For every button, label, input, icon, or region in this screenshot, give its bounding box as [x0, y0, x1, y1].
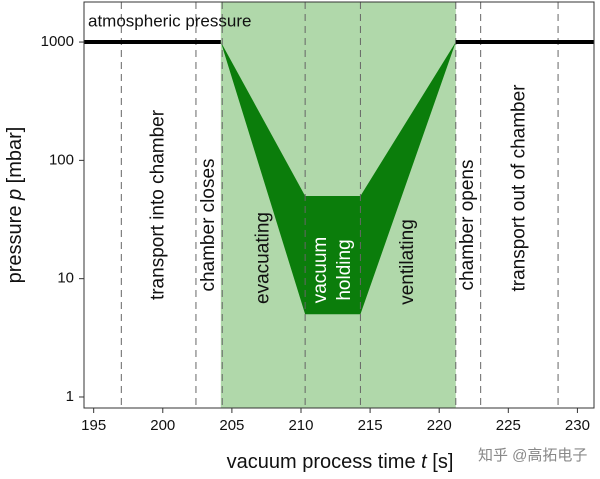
phase-label: chamber opens: [457, 160, 478, 291]
y-label-symbol: p: [4, 189, 26, 201]
x-label-text: vacuum process time: [227, 451, 416, 473]
phase-label: ventilating: [397, 219, 418, 305]
phase-label: vacuum: [310, 237, 331, 304]
phase-label: chamber closes: [198, 158, 219, 291]
y-tick-label: 10: [57, 270, 74, 287]
x-tick-label: 200: [150, 417, 175, 434]
x-label-unit: [s]: [432, 451, 453, 473]
annotation: atmospheric pressure: [88, 11, 251, 30]
y-tick-label: 1: [66, 388, 74, 405]
x-axis-label: vacuum process time t [s]: [227, 451, 454, 473]
x-label-symbol: t: [421, 451, 428, 473]
y-label-text: pressure: [4, 206, 26, 284]
x-tick-label: 220: [427, 417, 452, 434]
pressure-band: [220, 42, 456, 315]
phase-label: holding: [334, 239, 355, 300]
x-tick-label: 215: [358, 417, 383, 434]
x-tick-label: 210: [288, 417, 313, 434]
phase-label: transport out of chamber: [508, 84, 529, 292]
y-label-unit: [mbar]: [4, 127, 26, 184]
x-tick-label: 230: [565, 417, 590, 434]
x-tick-label: 195: [81, 417, 106, 434]
watermark: 知乎 @高拓电子: [478, 447, 587, 464]
x-tick-label: 205: [219, 417, 244, 434]
phase-label: evacuating: [253, 212, 274, 304]
plot-frame: [83, 1, 595, 409]
phase-label: transport into chamber: [148, 109, 169, 300]
y-tick-label: 100: [49, 151, 74, 168]
x-tick-label: 225: [496, 417, 521, 434]
y-axis-label: pressure p [mbar]: [4, 127, 26, 284]
y-tick-label: 1000: [41, 33, 74, 50]
